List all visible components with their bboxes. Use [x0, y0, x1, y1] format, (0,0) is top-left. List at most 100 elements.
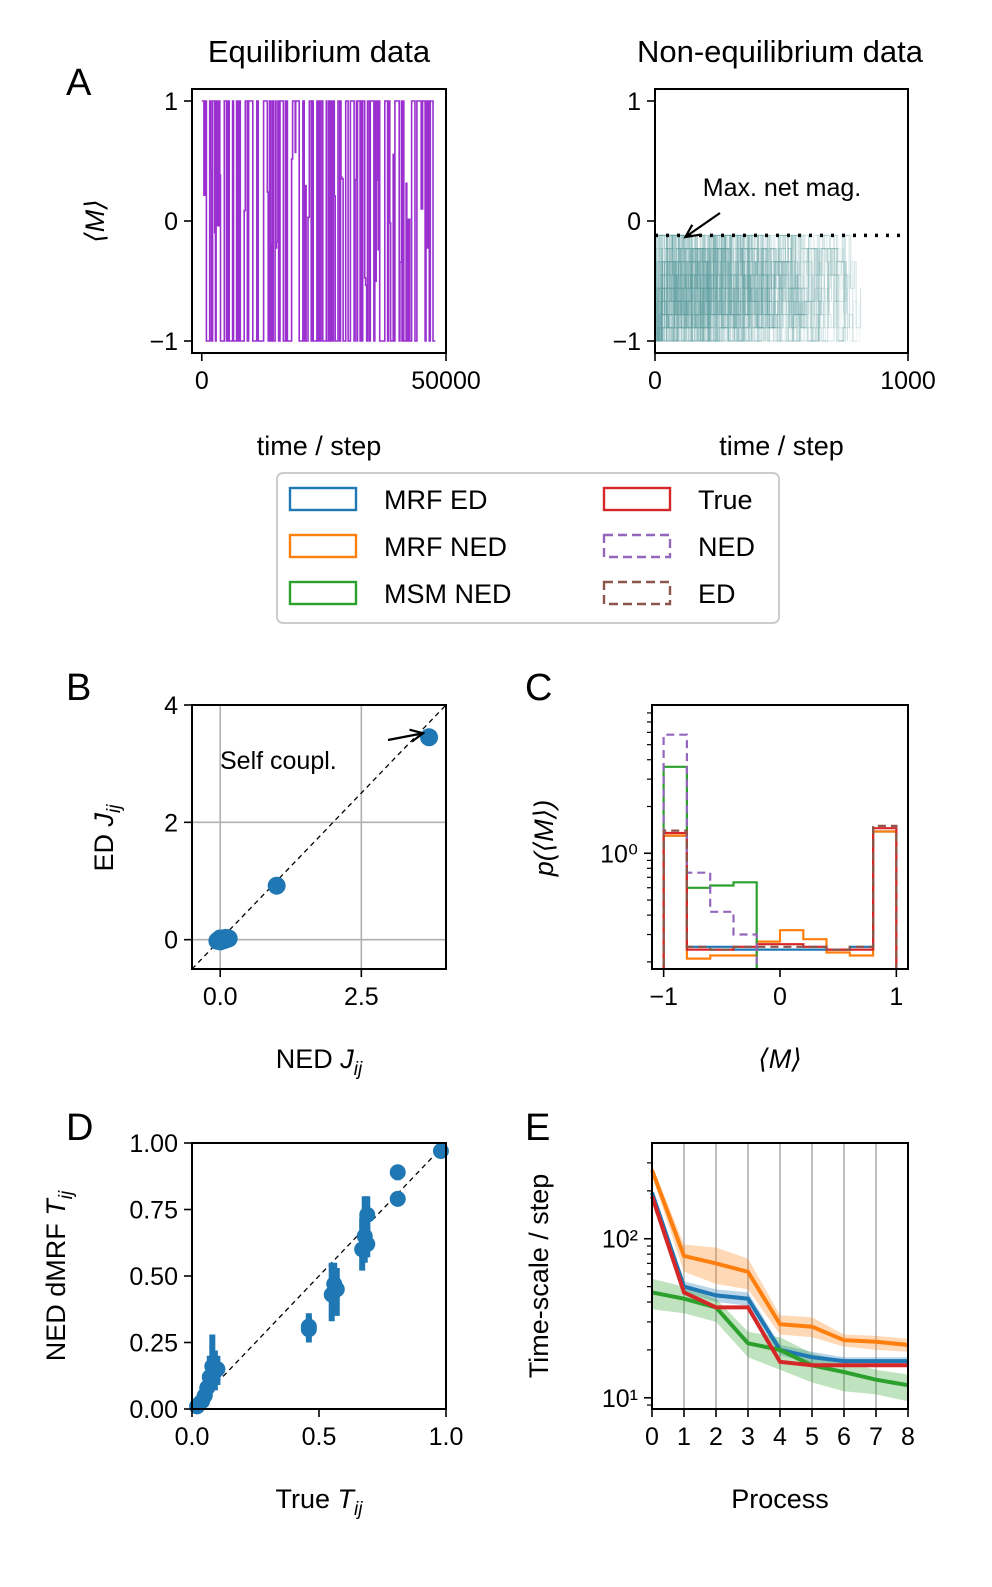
y-axis-label: NED dMRF Tij	[41, 1190, 77, 1361]
x-tick-label: 5	[805, 1423, 819, 1451]
nonequilibrium-trace	[655, 234, 832, 342]
nonequilibrium-trace	[655, 234, 687, 342]
nonequilibrium-trace	[655, 234, 806, 342]
nonequilibrium-trace	[655, 234, 756, 342]
x-tick-label: 4	[773, 1423, 787, 1451]
series-line-mrf-ned	[650, 1169, 909, 1347]
y-tick-label: 1	[164, 88, 178, 116]
legend-swatch-ned	[602, 533, 672, 559]
nonequilibrium-trace	[655, 248, 715, 342]
legend-label: MRF NED	[384, 532, 507, 562]
panel-b: Self coupl. 0.0 2.5 0 2 4 NED Jij ED Jij	[89, 692, 447, 1080]
nonequilibrium-trace	[655, 234, 776, 342]
panel-letter-b: B	[66, 667, 91, 709]
diagonal-line	[191, 1142, 447, 1410]
legend-label: True	[698, 485, 753, 515]
histogram-msm-ned	[662, 765, 758, 969]
x-tick-label: 0.0	[203, 983, 238, 1011]
x-axis-label: ⟨M⟩	[758, 1044, 802, 1074]
nonequilibrium-trace	[655, 234, 808, 342]
chart-title: Non-equilibrium data	[637, 34, 924, 69]
histograms	[662, 733, 898, 969]
legend-swatch-mrf-ed	[288, 486, 358, 512]
nonequilibrium-trace	[655, 261, 723, 342]
nonequilibrium-trace	[655, 234, 795, 342]
series-line-true	[650, 1195, 908, 1368]
nonequilibrium-trace	[655, 234, 760, 342]
panel-letter-a: A	[66, 62, 92, 104]
x-tick-label: 0	[648, 367, 662, 395]
scatter-point	[432, 1142, 449, 1159]
nonequilibrium-trace	[655, 234, 845, 342]
x-tick-label: 7	[869, 1423, 883, 1451]
nonequilibrium-trace	[655, 234, 825, 342]
scatter-point	[300, 1318, 317, 1335]
nonequilibrium-trace	[655, 234, 810, 342]
nonequilibrium-trace	[655, 234, 708, 342]
x-tick-label: −1	[649, 983, 678, 1011]
nonequilibrium-trace	[655, 234, 786, 342]
histogram-mrf-ned	[662, 830, 898, 969]
annotation-max-net-mag: Max. net mag.	[703, 174, 861, 202]
y-tick-label: 0	[164, 927, 178, 955]
x-tick-label: 50000	[411, 367, 481, 395]
x-tick-label: 1	[677, 1423, 691, 1451]
nonequilibrium-trace	[655, 234, 775, 342]
panel-a-nonequilibrium: Non-equilibrium data Max. net mag. 0 1000 −1…	[612, 34, 935, 461]
x-tick-label: 6	[837, 1423, 851, 1451]
nonequilibrium-trace	[655, 234, 720, 342]
nonequilibrium-trace	[655, 248, 698, 342]
legend-swatch-ed	[602, 580, 672, 606]
chart-title: Equilibrium data	[208, 34, 431, 69]
nonequilibrium-trace	[655, 234, 848, 342]
annotation-arrowhead	[683, 224, 700, 239]
x-tick-label: 0	[645, 1423, 659, 1451]
y-tick-label: 0.50	[129, 1263, 178, 1291]
x-axis-label: NED Jij	[276, 1044, 363, 1080]
y-tick-label: 4	[164, 692, 178, 720]
x-tick-label: 1000	[880, 367, 936, 395]
nonequilibrium-trace	[655, 234, 843, 342]
legend-swatch-msm-ned	[288, 580, 358, 606]
scatter-point	[359, 1236, 376, 1253]
x-axis-label: True Tij	[276, 1484, 364, 1520]
scatter-point	[267, 876, 286, 895]
legend: MRF ED MRF NED MSM NED True NED ED	[276, 472, 780, 624]
nonequilibrium-trace	[655, 234, 861, 342]
nonequilibrium-trace	[655, 234, 750, 342]
y-tick-label: 0.75	[129, 1197, 178, 1225]
scatter-point	[209, 1361, 226, 1378]
histogram-mrf-ed	[662, 830, 898, 969]
nonequilibrium-trace	[655, 234, 725, 342]
nonequilibrium-trace	[655, 234, 717, 342]
legend-label: ED	[698, 579, 736, 609]
x-tick-label: 0.5	[302, 1423, 337, 1451]
y-tick-label: 0	[164, 208, 178, 236]
x-tick-label: 3	[741, 1423, 755, 1451]
nonequilibrium-trace	[655, 234, 739, 342]
y-axis-label: ED Jij	[89, 804, 125, 872]
nonequilibrium-trace	[655, 234, 848, 342]
x-axis-label: time / step	[257, 431, 382, 461]
nonequilibrium-trace	[655, 234, 711, 342]
annotation-arrow	[387, 732, 424, 742]
nonequilibrium-trace	[655, 234, 816, 342]
scatter-point	[389, 1164, 406, 1181]
x-tick-label: 0	[195, 367, 209, 395]
y-tick-label: 10¹	[602, 1385, 638, 1413]
x-tick-label: 2	[709, 1423, 723, 1451]
scatter-point	[328, 1281, 345, 1298]
nonequilibrium-trace	[655, 234, 797, 342]
y-axis-label: ⟨M⟩	[80, 199, 110, 243]
y-tick-label: 2	[164, 809, 178, 837]
x-tick-label: 1.0	[429, 1423, 464, 1451]
legend-swatch-mrf-ned	[288, 533, 358, 559]
scatter-point	[359, 1206, 376, 1223]
panel-d: 0.0 0.5 1.0 0.00 0.25 0.50 0.75 1.00 True Tij NED…	[41, 1130, 463, 1520]
legend-swatch-true	[602, 486, 672, 512]
nonequilibrium-trace	[655, 234, 720, 342]
histogram-ned	[662, 733, 758, 969]
y-tick-label: −1	[612, 328, 641, 356]
nonequilibrium-trace	[655, 234, 812, 342]
